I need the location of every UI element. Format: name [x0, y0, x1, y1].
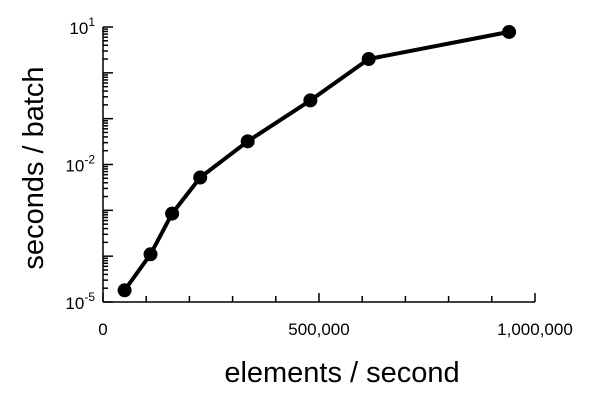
data-point	[502, 24, 517, 39]
data-point	[143, 247, 158, 262]
x-tick-label: 1,000,000	[497, 320, 573, 339]
x-tick-label: 0	[98, 320, 107, 339]
data-point	[193, 170, 208, 185]
y-tick-label: 10-5	[65, 290, 95, 313]
x-axis-title: elements / second	[224, 357, 459, 389]
x-tick-label: 500,000	[288, 320, 349, 339]
series-line	[122, 29, 510, 292]
data-point	[240, 134, 255, 149]
series-group	[117, 24, 517, 298]
data-point	[117, 283, 132, 298]
y-tick-label: 10-2	[65, 153, 95, 176]
data-point	[165, 206, 180, 221]
y-axis-title: seconds / batch	[18, 66, 50, 269]
y-ticks: 10-5 10-2 101	[65, 15, 113, 313]
y-tick-label: 101	[69, 15, 95, 38]
data-point	[303, 93, 318, 108]
axes	[102, 27, 535, 303]
data-point	[361, 52, 376, 67]
x-ticks: 0 500,000 1,000,000	[98, 293, 573, 339]
